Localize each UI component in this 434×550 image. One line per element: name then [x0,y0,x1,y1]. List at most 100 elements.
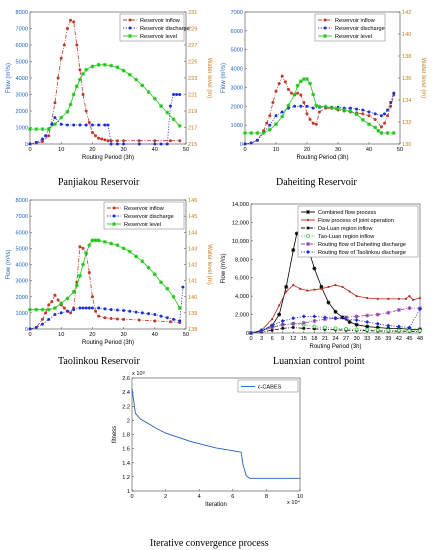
x-tick-label: 24 [332,336,338,342]
data-point [286,87,290,91]
data-point [56,76,60,80]
data-point [265,121,269,125]
data-point [137,142,141,146]
data-point [255,131,260,135]
data-point [28,142,32,146]
data-point [172,317,176,321]
data-point [280,319,285,324]
y2-tick-label: 136 [402,76,411,82]
y2-tick-label: 138 [188,327,197,333]
data-point [62,43,66,47]
data-point [347,319,352,324]
data-point [391,131,396,135]
data-point [109,63,114,68]
data-point [137,318,141,322]
legend-box [314,13,386,42]
data-point [270,323,275,328]
data-point [360,117,365,122]
data-point [84,306,88,310]
legend-marker [112,214,116,218]
x-tick-label: 48 [417,336,423,342]
data-point [59,115,64,120]
data-point [137,139,141,143]
y-tick-label: 2 [127,418,130,424]
x-tick-label: 2 [164,494,167,500]
data-point [115,142,119,146]
plot-area [131,377,301,492]
data-point [84,251,89,256]
x-tick-label: 10 [58,147,64,153]
data-point [396,324,401,329]
data-point [365,313,370,318]
data-point [373,125,378,130]
series-2 [28,285,185,331]
data-point [317,110,321,114]
data-point [175,93,179,96]
y-tick-label: 4000 [231,67,243,73]
y2-tick-label: 143 [188,246,197,252]
series-1 [28,18,182,146]
data-point [28,307,32,312]
y-tick-label: 10,000 [232,239,249,245]
data-point [326,300,331,305]
x-tick-label: 6 [271,336,274,342]
data-point [134,310,138,314]
data-point [386,310,391,315]
data-point [122,142,126,146]
data-point [261,131,266,135]
y2-tick-label: 215 [188,142,197,148]
data-point [341,285,344,289]
data-point [71,92,76,97]
data-point [122,308,126,312]
data-point [115,317,119,321]
data-point [305,77,309,82]
data-point [78,123,82,127]
data-point [314,103,319,108]
data-point [40,322,44,326]
data-point [301,320,306,325]
x-tick-label: 10 [58,332,64,338]
y-tick-label: 1.6 [122,447,130,453]
data-point [386,328,391,333]
data-point [53,312,57,316]
data-point [93,238,98,243]
x-tick-label: 0 [130,494,133,500]
data-point [292,283,295,287]
data-point [355,107,359,111]
data-point [348,290,351,293]
data-point [168,139,172,143]
data-point [172,93,176,96]
data-point [72,308,76,312]
data-point [84,123,88,127]
data-point [407,328,412,333]
data-point [40,137,44,141]
x-tick-label: 18 [311,336,317,342]
data-point [312,314,317,319]
x-tick-label: 45 [406,336,412,342]
legend-box [297,205,419,258]
data-point [177,123,182,128]
data-point [361,112,365,116]
x-tick-label: 15 [301,336,307,342]
data-point [127,249,132,254]
y2-tick-label: 142 [402,10,411,16]
y-axis-label: Flow (m³/s) [221,63,227,93]
y2-tick-label: 130 [402,142,411,148]
legend-label: Flow process of joint operation [318,218,394,224]
series-line [29,246,180,330]
data-point [284,284,289,289]
y-axis-label: Flow (m³/s) [221,254,227,284]
data-point [291,316,296,321]
data-point [87,271,91,275]
caption-luanxian: Luanxian control point [273,356,365,367]
legend-marker [112,222,116,226]
data-point [389,104,393,108]
x-tick-label: 10 [273,147,279,153]
data-point [298,79,303,84]
legend-marker [323,34,327,38]
data-point [94,134,98,138]
y-tick-label: 4000 [16,263,28,269]
data-point [271,318,274,321]
y2-tick-label: 227 [188,43,197,49]
data-point [376,297,379,301]
